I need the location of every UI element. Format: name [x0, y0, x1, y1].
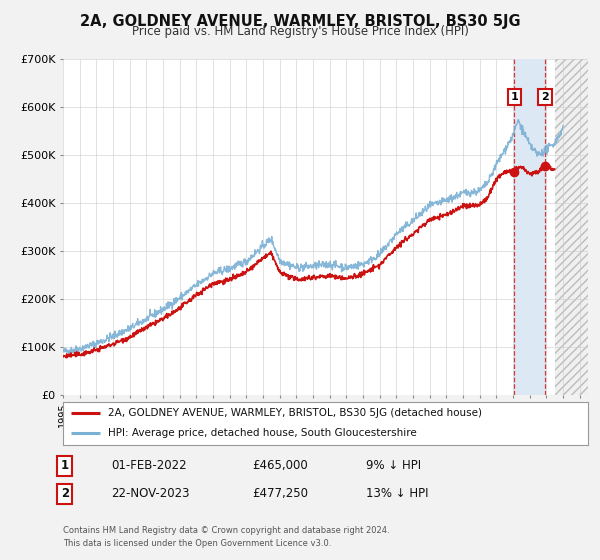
Text: 13% ↓ HPI: 13% ↓ HPI — [366, 487, 428, 501]
Text: 2: 2 — [541, 92, 549, 102]
Bar — [514, 59, 545, 395]
Text: 22-NOV-2023: 22-NOV-2023 — [111, 487, 190, 501]
Bar — [554, 59, 588, 395]
Text: 1: 1 — [61, 459, 69, 473]
Text: This data is licensed under the Open Government Licence v3.0.: This data is licensed under the Open Gov… — [63, 539, 331, 548]
Text: 2: 2 — [61, 487, 69, 501]
Text: 2A, GOLDNEY AVENUE, WARMLEY, BRISTOL, BS30 5JG (detached house): 2A, GOLDNEY AVENUE, WARMLEY, BRISTOL, BS… — [107, 408, 482, 418]
Bar — [554, 59, 588, 395]
Text: 1: 1 — [511, 92, 518, 102]
Text: Price paid vs. HM Land Registry's House Price Index (HPI): Price paid vs. HM Land Registry's House … — [131, 25, 469, 38]
Text: £465,000: £465,000 — [252, 459, 308, 473]
Text: HPI: Average price, detached house, South Gloucestershire: HPI: Average price, detached house, Sout… — [107, 428, 416, 438]
Text: 2A, GOLDNEY AVENUE, WARMLEY, BRISTOL, BS30 5JG: 2A, GOLDNEY AVENUE, WARMLEY, BRISTOL, BS… — [80, 14, 520, 29]
Text: £477,250: £477,250 — [252, 487, 308, 501]
Text: Contains HM Land Registry data © Crown copyright and database right 2024.: Contains HM Land Registry data © Crown c… — [63, 526, 389, 535]
Text: 9% ↓ HPI: 9% ↓ HPI — [366, 459, 421, 473]
Text: 01-FEB-2022: 01-FEB-2022 — [111, 459, 187, 473]
